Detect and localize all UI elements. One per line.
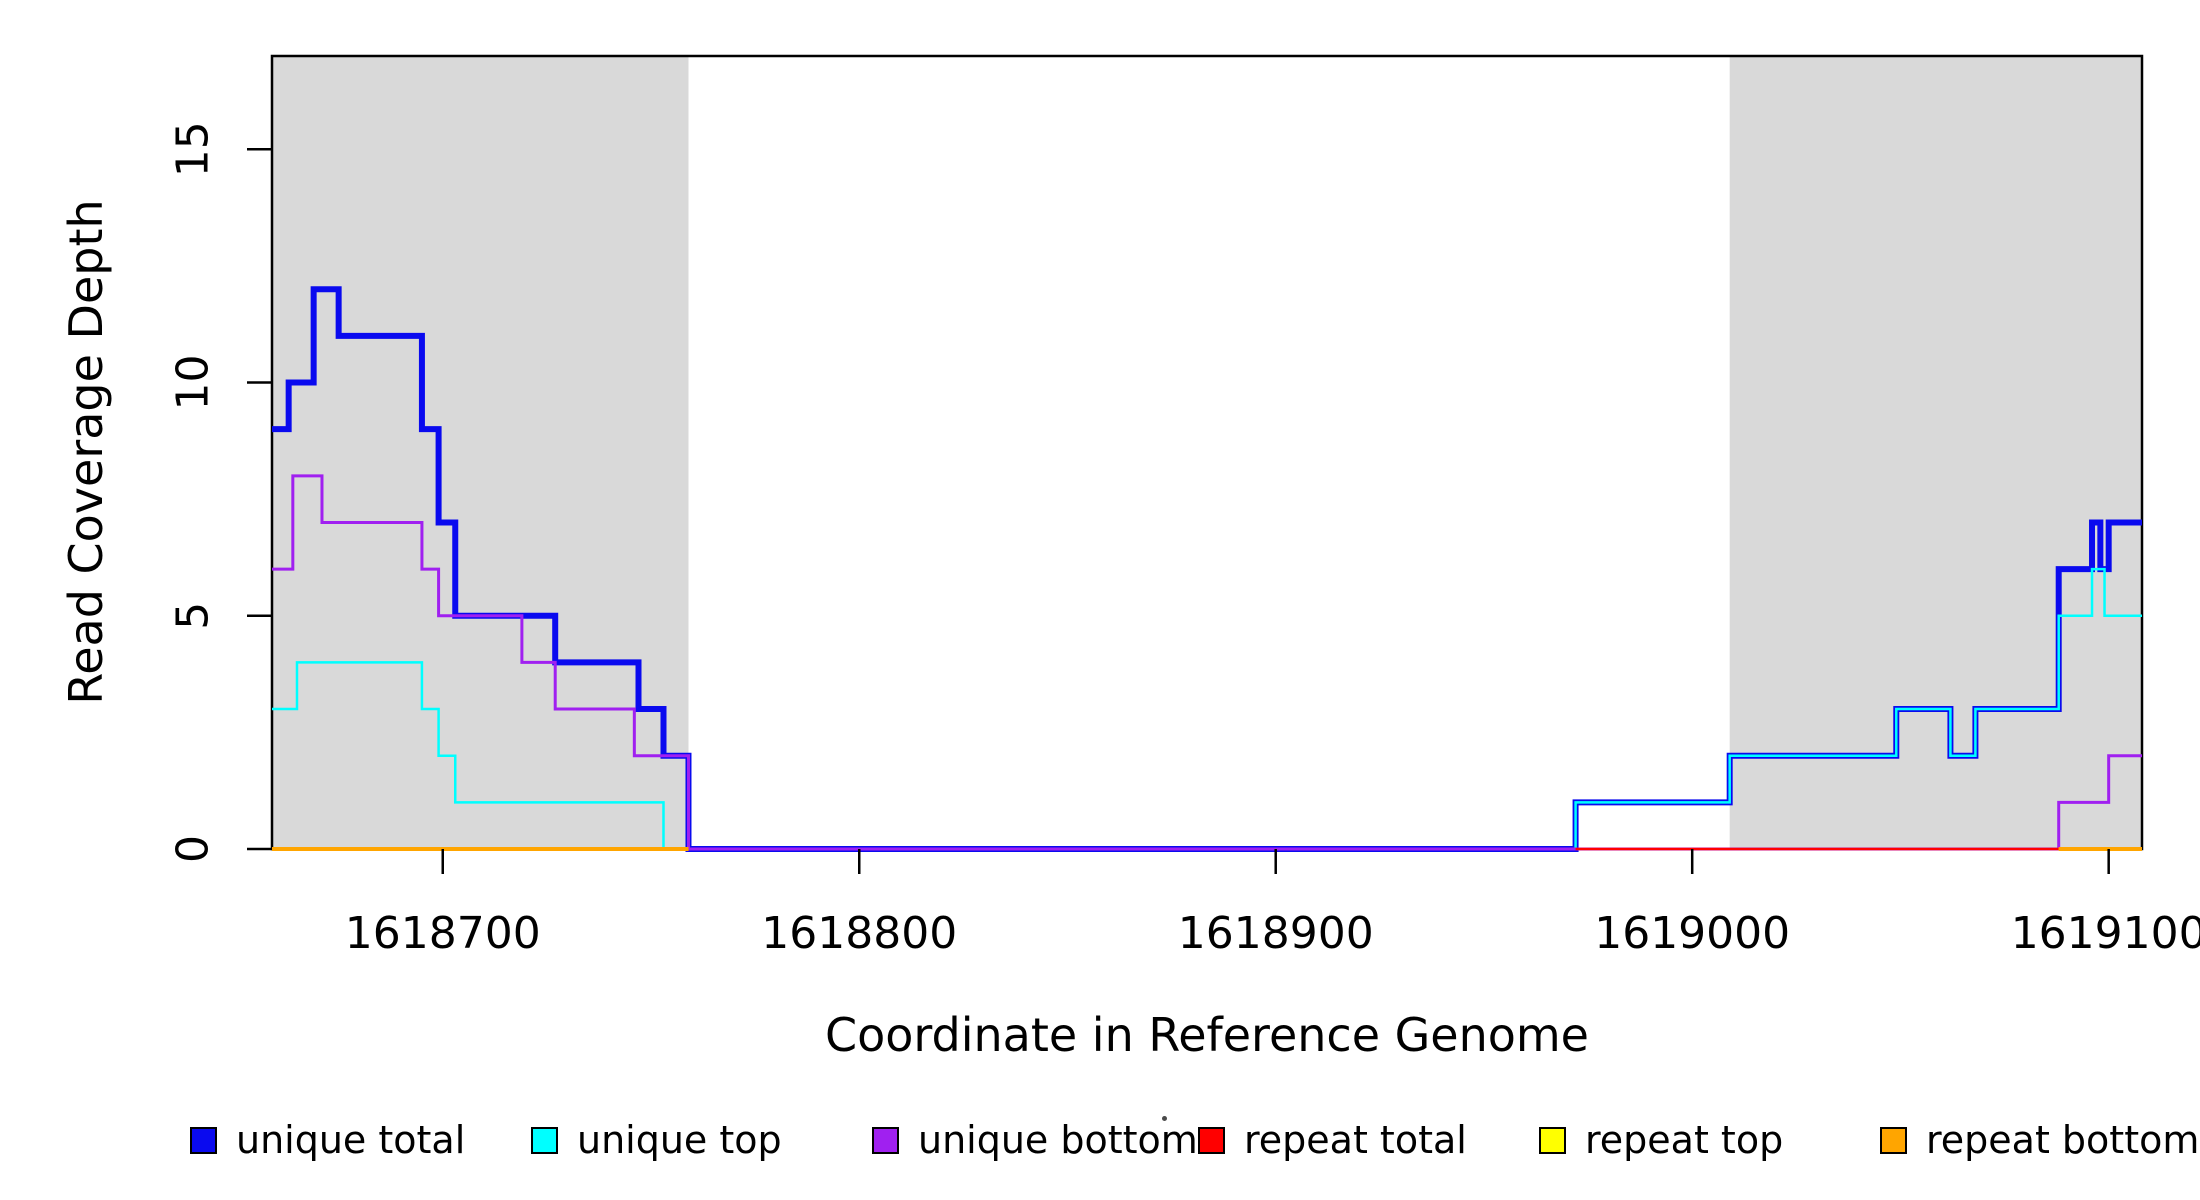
stray-mark xyxy=(1162,1116,1167,1121)
y-axis-title: Read Coverage Depth xyxy=(59,199,113,705)
y-tick-label: 0 xyxy=(168,835,219,863)
x-tick-label: 1619000 xyxy=(1594,908,1790,959)
x-tick-label: 1618700 xyxy=(345,908,541,959)
x-tick-label: 1618900 xyxy=(1178,908,1374,959)
series-unique-bottom xyxy=(272,474,2142,851)
left-read-region xyxy=(272,56,689,849)
y-tick-label: 5 xyxy=(168,602,219,630)
x-axis-title: Coordinate in Reference Genome xyxy=(825,1008,1589,1062)
y-tick-label: 10 xyxy=(168,355,219,411)
y-tick-label: 15 xyxy=(168,121,219,177)
x-tick-label: 1618800 xyxy=(761,908,957,959)
series-unique-top xyxy=(272,567,2142,851)
right-read-region xyxy=(1729,56,2142,849)
x-tick-label: 1619100 xyxy=(2011,908,2200,959)
